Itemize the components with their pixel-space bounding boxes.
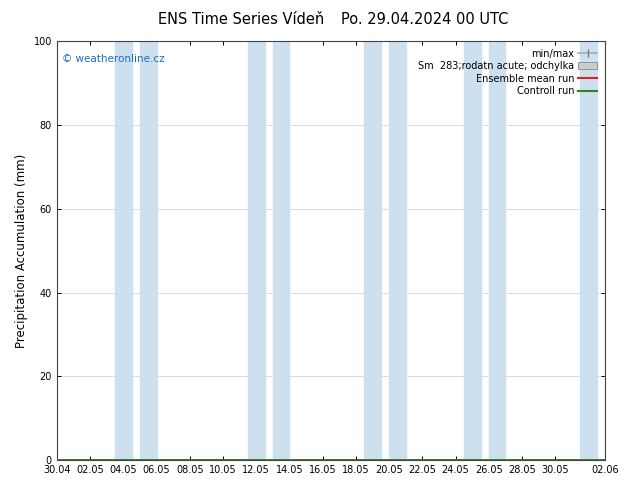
Text: ENS Time Series Vídeň: ENS Time Series Vídeň xyxy=(158,12,324,27)
Bar xyxy=(248,41,264,460)
Text: © weatheronline.cz: © weatheronline.cz xyxy=(62,53,165,64)
Bar xyxy=(115,41,132,460)
Bar xyxy=(140,41,157,460)
Bar xyxy=(364,41,381,460)
Text: Po. 29.04.2024 00 UTC: Po. 29.04.2024 00 UTC xyxy=(341,12,508,27)
Bar xyxy=(389,41,406,460)
Legend: min/max, Sm  283;rodatn acute; odchylka, Ensemble mean run, Controll run: min/max, Sm 283;rodatn acute; odchylka, … xyxy=(415,46,600,99)
Y-axis label: Precipitation Accumulation (mm): Precipitation Accumulation (mm) xyxy=(15,153,28,348)
Bar xyxy=(464,41,481,460)
Bar xyxy=(580,41,597,460)
Bar xyxy=(605,41,619,460)
Bar xyxy=(489,41,505,460)
Bar xyxy=(273,41,290,460)
